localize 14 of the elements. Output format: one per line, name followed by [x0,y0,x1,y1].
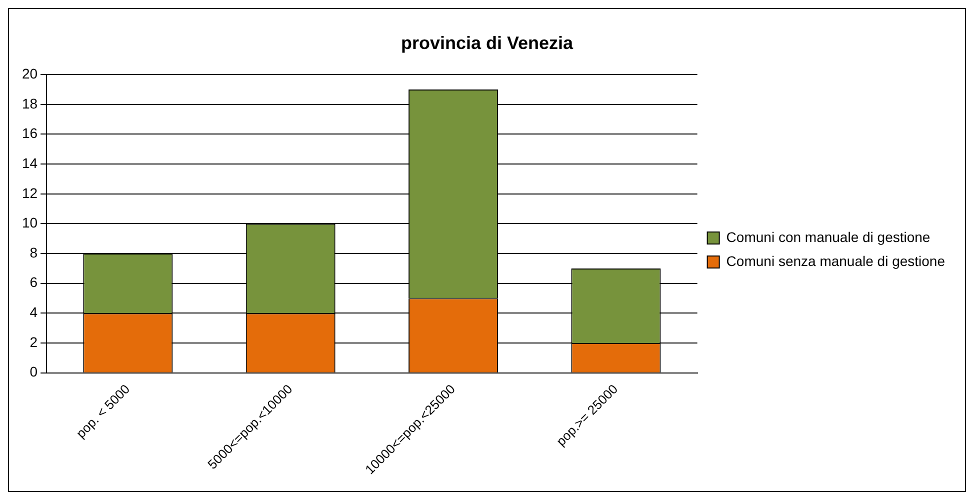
chart-title: provincia di Venezia [400,32,574,53]
legend-label: Comuni senza manuale di gestione [726,252,946,269]
y-tick-label: 16 [22,125,38,142]
y-tick-label: 8 [30,244,38,260]
y-tick-label: 0 [30,364,38,380]
y-tick-label: 10 [22,214,38,231]
y-tick-label: 6 [30,274,38,290]
y-tick-label: 20 [22,65,38,82]
y-tick-label: 18 [22,95,38,112]
y-tick-label: 14 [22,154,38,171]
y-tick-label: 4 [30,304,38,320]
y-tick-label: 12 [22,184,38,201]
legend-label: Comuni con manuale di gestione [726,228,930,245]
y-tick-label: 2 [30,334,38,350]
